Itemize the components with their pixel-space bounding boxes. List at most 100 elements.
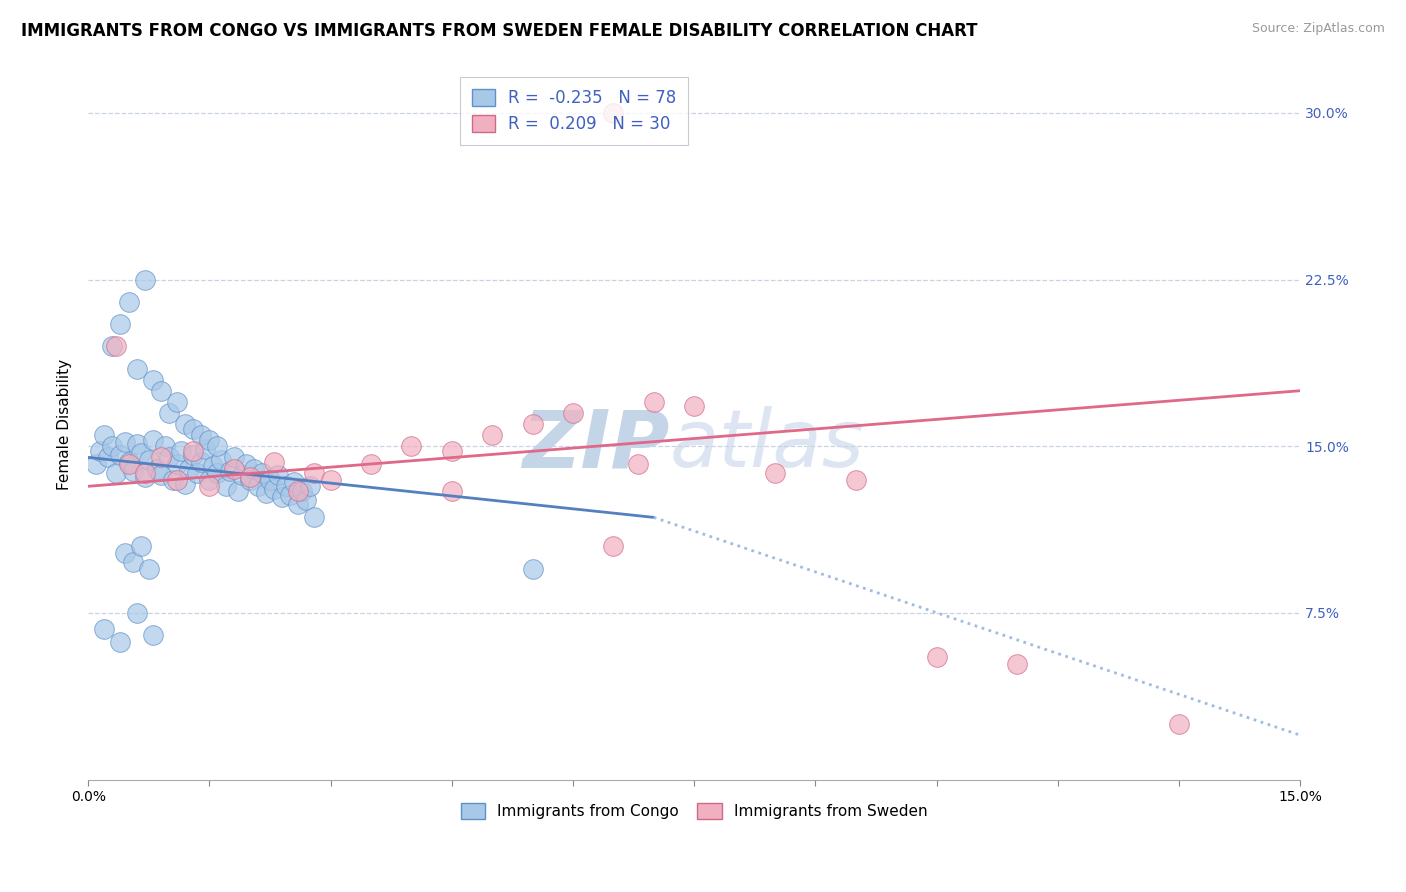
Point — [149, 450, 172, 465]
Point — [250, 466, 273, 480]
Point — [211, 452, 233, 467]
Point — [93, 622, 115, 636]
Point — [125, 361, 148, 376]
Point — [925, 650, 948, 665]
Point — [194, 442, 217, 456]
Point — [121, 555, 143, 569]
Point — [129, 539, 152, 553]
Text: ZIP: ZIP — [523, 407, 669, 484]
Point — [222, 461, 245, 475]
Point — [291, 483, 314, 498]
Point — [198, 479, 221, 493]
Point — [242, 461, 264, 475]
Point — [1007, 657, 1029, 671]
Point — [121, 464, 143, 478]
Point — [181, 443, 204, 458]
Point — [153, 439, 176, 453]
Point — [207, 466, 229, 480]
Point — [89, 443, 111, 458]
Point — [138, 452, 160, 467]
Point — [166, 394, 188, 409]
Point — [174, 477, 197, 491]
Point — [134, 466, 156, 480]
Point — [263, 455, 285, 469]
Y-axis label: Female Disability: Female Disability — [58, 359, 72, 490]
Point — [561, 406, 583, 420]
Point — [129, 446, 152, 460]
Point — [522, 561, 544, 575]
Point — [142, 373, 165, 387]
Point — [263, 482, 285, 496]
Point — [170, 443, 193, 458]
Point — [214, 479, 236, 493]
Point — [146, 461, 169, 475]
Point — [117, 294, 139, 309]
Point — [304, 466, 326, 480]
Point — [602, 106, 624, 120]
Point — [181, 448, 204, 462]
Point — [101, 439, 124, 453]
Point — [278, 488, 301, 502]
Point — [299, 479, 322, 493]
Point — [295, 492, 318, 507]
Point — [166, 457, 188, 471]
Point — [1167, 717, 1189, 731]
Point — [274, 479, 297, 493]
Point — [97, 450, 120, 465]
Point — [142, 628, 165, 642]
Point — [226, 483, 249, 498]
Point — [93, 428, 115, 442]
Point — [283, 475, 305, 489]
Point — [360, 457, 382, 471]
Point — [198, 433, 221, 447]
Point — [683, 399, 706, 413]
Point — [202, 459, 225, 474]
Point — [626, 457, 648, 471]
Point — [271, 491, 294, 505]
Point — [138, 561, 160, 575]
Point — [174, 417, 197, 431]
Point — [222, 450, 245, 465]
Point — [440, 483, 463, 498]
Point — [149, 468, 172, 483]
Point — [522, 417, 544, 431]
Point — [125, 437, 148, 451]
Point — [218, 464, 240, 478]
Point — [105, 339, 128, 353]
Point — [259, 473, 281, 487]
Point — [602, 539, 624, 553]
Point — [643, 394, 665, 409]
Point — [763, 466, 786, 480]
Point — [239, 473, 262, 487]
Point — [481, 428, 503, 442]
Point — [231, 468, 253, 483]
Point — [190, 455, 212, 469]
Point — [181, 421, 204, 435]
Point — [117, 457, 139, 471]
Point — [142, 433, 165, 447]
Point — [190, 428, 212, 442]
Point — [134, 470, 156, 484]
Point — [207, 439, 229, 453]
Point — [198, 473, 221, 487]
Point — [267, 468, 290, 483]
Point — [440, 443, 463, 458]
Point — [157, 450, 180, 465]
Point — [401, 439, 423, 453]
Point — [134, 272, 156, 286]
Point — [162, 473, 184, 487]
Point — [84, 457, 107, 471]
Point — [845, 473, 868, 487]
Point — [239, 470, 262, 484]
Point — [287, 497, 309, 511]
Legend: Immigrants from Congo, Immigrants from Sweden: Immigrants from Congo, Immigrants from S… — [454, 797, 934, 825]
Point — [114, 546, 136, 560]
Point — [105, 466, 128, 480]
Point — [287, 483, 309, 498]
Point — [186, 466, 208, 480]
Point — [110, 448, 132, 462]
Point — [110, 317, 132, 331]
Point — [157, 406, 180, 420]
Point — [319, 473, 342, 487]
Point — [254, 486, 277, 500]
